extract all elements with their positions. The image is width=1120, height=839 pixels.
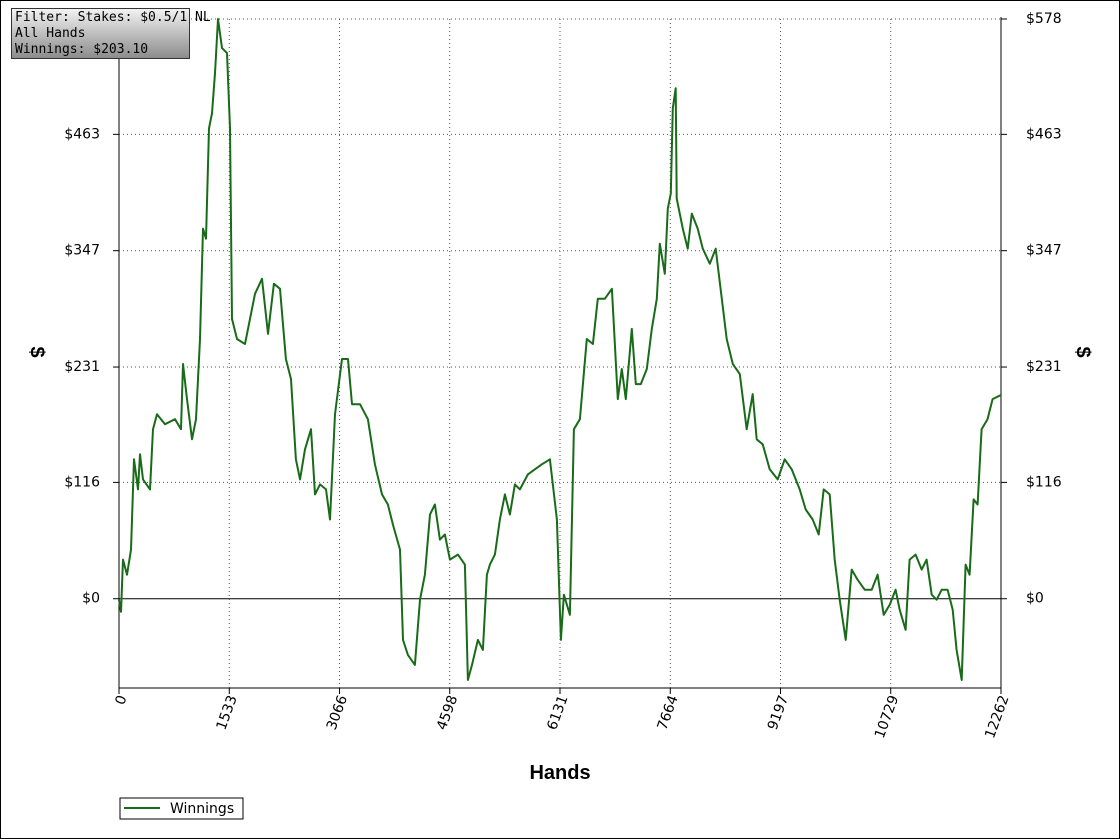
- y2-tick-label: $578: [1026, 11, 1062, 27]
- x-tick-label: 9197: [765, 693, 792, 732]
- series-line: [118, 18, 1002, 681]
- x-tick-label: 0: [112, 693, 130, 707]
- info-line: Winnings: $203.10: [15, 42, 149, 57]
- x-tick-label: 3066: [324, 693, 351, 732]
- info-box: Filter: Stakes: $0.5/1 NL All Hands Winn…: [11, 8, 211, 59]
- x-tick-label: 10729: [872, 693, 902, 740]
- info-line: All Hands: [15, 26, 86, 41]
- x-tick-label: 7664: [655, 693, 682, 732]
- y-axis-title: $: [26, 346, 48, 357]
- y-tick-label: $231: [64, 359, 100, 375]
- info-line: Filter: Stakes: $0.5/1 NL: [15, 10, 211, 25]
- y-tick-label: $0: [82, 591, 100, 607]
- x-tick-label: 6131: [544, 693, 571, 732]
- y-tick-label: $463: [64, 126, 100, 142]
- x-axis-title: Hands: [529, 762, 590, 784]
- y2-tick-label: $463: [1026, 126, 1062, 142]
- y2-tick-label: $0: [1026, 591, 1044, 607]
- y2-tick-label: $116: [1026, 474, 1062, 490]
- y2-tick-label: $347: [1026, 243, 1062, 259]
- y2-tick-label: $231: [1026, 359, 1062, 375]
- x-tick-label: 1533: [214, 693, 241, 732]
- legend-label: Winnings: [170, 801, 234, 817]
- x-tick-label: 4598: [434, 693, 461, 732]
- y-tick-label: $116: [64, 474, 100, 490]
- legend-box: [119, 797, 244, 820]
- y-tick-label: $347: [64, 243, 100, 259]
- x-tick-label: 12262: [982, 693, 1012, 740]
- y2-axis-title: $: [1072, 346, 1094, 357]
